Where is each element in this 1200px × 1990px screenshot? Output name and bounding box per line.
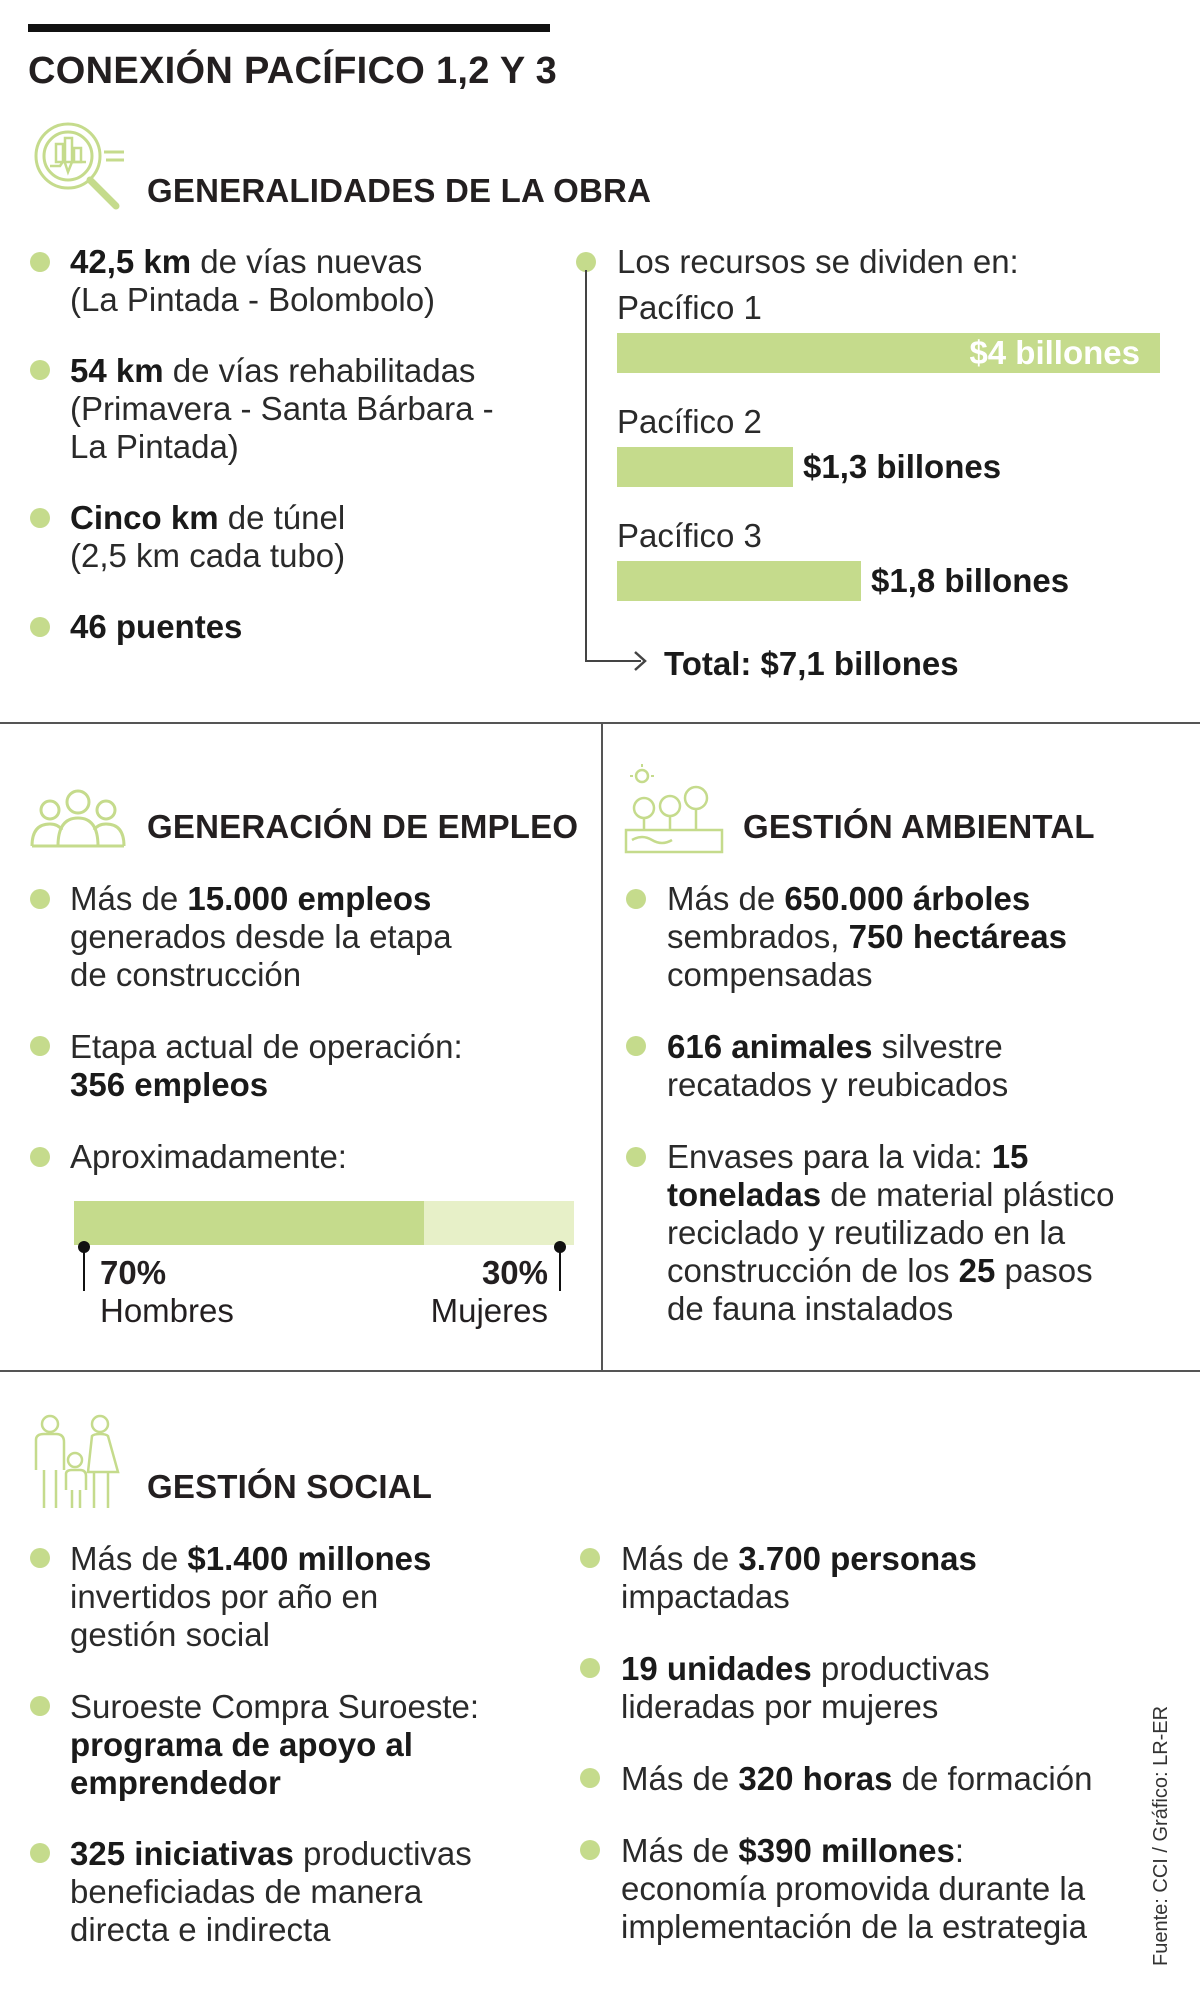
social-left-item-2: Suroeste Compra Suroeste: programa de apo… [70, 1688, 480, 1801]
magnifier-chart-icon [28, 118, 128, 214]
bullet-icon [30, 1147, 50, 1167]
recursos-label: Los recursos se dividen en: [617, 243, 1019, 280]
bar-2 [617, 447, 793, 487]
bar-category-label: Pacífico 1 [617, 289, 762, 326]
bullet-icon [30, 360, 50, 380]
connector-line [585, 270, 587, 662]
bullet-icon [580, 1658, 600, 1678]
total-label: Total: $7,1 billones [664, 645, 959, 682]
hombres-label: 70% Hombres [100, 1254, 234, 1329]
social-right-item-2: 19 unidades productivas lideradas por muj… [621, 1650, 990, 1725]
social-right-item-3: Más de 320 horas de formación [621, 1760, 1093, 1797]
section-divider [0, 1370, 1200, 1372]
social-left-item-1: Más de $1.400 millones invertidos por año… [70, 1540, 432, 1653]
bar-3 [617, 561, 861, 601]
split-segment-mujeres [424, 1201, 574, 1245]
obra-item-2: 54 km de vías rehabilitadas (Primavera - … [70, 352, 494, 465]
section-divider [0, 722, 1200, 724]
people-group-icon [28, 788, 128, 850]
bullet-icon [580, 1768, 600, 1788]
empleo-heading: GENERACIÓN DE EMPLEO [147, 808, 579, 845]
bullet-icon [626, 889, 646, 909]
social-heading: GESTIÓN SOCIAL [147, 1468, 433, 1505]
social-right-item-4: Más de $390 millones: economía promovida … [621, 1832, 1087, 1945]
bullet-icon [30, 252, 50, 272]
page-title: CONEXIÓN PACÍFICO 1,2 Y 3 [28, 50, 558, 92]
family-icon [28, 1414, 128, 1510]
bullet-icon [30, 889, 50, 909]
bullet-icon [30, 508, 50, 528]
ambiental-item-2: 616 animales silvestre recatados y reubic… [667, 1028, 1009, 1103]
obra-item-3: Cinco km de túnel (2,5 km cada tubo) [70, 499, 346, 574]
bullet-icon [30, 1036, 50, 1056]
bullet-icon [580, 1548, 600, 1568]
obra-item-4: 46 puentes [70, 608, 243, 645]
bullet-icon [576, 252, 596, 272]
bar-1 [617, 333, 1160, 373]
bullet-icon [626, 1036, 646, 1056]
source-note: Fuente: CCI / Gráfico: LR-ER [1150, 1705, 1172, 1966]
bar-value-label: $1,3 billones [803, 448, 1002, 485]
split-segment-hombres [74, 1201, 424, 1245]
social-left-item-3: 325 iniciativas productivas beneficiadas … [70, 1835, 472, 1948]
marker-dot [78, 1241, 90, 1253]
bar-value-label: $1,8 billones [871, 562, 1070, 599]
empleo-item-3: Aproximadamente: [70, 1138, 347, 1175]
bar-category-label: Pacífico 2 [617, 403, 762, 440]
bullet-icon [30, 1696, 50, 1716]
ambiental-heading: GESTIÓN AMBIENTAL [743, 808, 1095, 845]
marker-line [83, 1251, 85, 1291]
empleo-item-2: Etapa actual de operación: 356 empleos [70, 1028, 463, 1103]
section-divider-vertical [601, 722, 603, 1370]
marker-line [559, 1251, 561, 1291]
arrow-right-icon [632, 650, 650, 672]
bar-value-label: $4 billones [969, 334, 1140, 371]
social-right-item-1: Más de 3.700 personas impactadas [621, 1540, 977, 1615]
obra-item-1: 42,5 km de vías nuevas (La Pintada - Bolo… [70, 243, 436, 318]
ambiental-item-1: Más de 650.000 árboles sembrados, 750 hec… [667, 880, 1067, 993]
bullet-icon [626, 1147, 646, 1167]
title-rule [28, 24, 550, 32]
ambiental-item-3: Envases para la vida: 15 toneladas de mat… [667, 1138, 1115, 1327]
mujeres-label: 30% Mujeres [430, 1254, 548, 1329]
empleo-item-1: Más de 15.000 empleos generados desde la … [70, 880, 452, 993]
obra-heading: GENERALIDADES DE LA OBRA [147, 172, 652, 209]
bullet-icon [580, 1840, 600, 1860]
trees-landscape-icon [622, 764, 726, 854]
bar-category-label: Pacífico 3 [617, 517, 762, 554]
marker-dot [554, 1241, 566, 1253]
bullet-icon [30, 1548, 50, 1568]
bullet-icon [30, 617, 50, 637]
bullet-icon [30, 1843, 50, 1863]
connector-line [585, 660, 641, 662]
